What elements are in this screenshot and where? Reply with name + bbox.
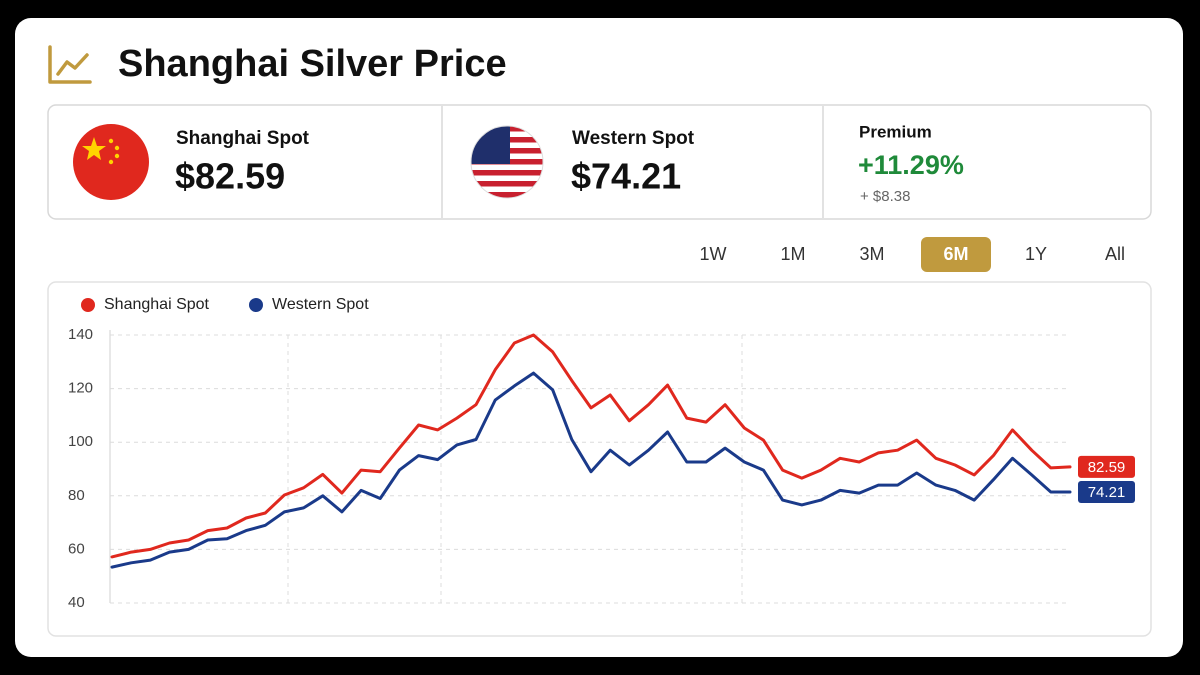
stats-box [47, 104, 1152, 220]
legend-label: Shanghai Spot [104, 296, 210, 313]
end-label: 74.21 [1088, 484, 1126, 501]
title: Shanghai Silver Price [118, 43, 507, 85]
tab[interactable]: 1W [700, 244, 727, 264]
y-tick-label: 140 [68, 326, 93, 343]
premium-value: +11.29% [858, 150, 964, 180]
title-icon [48, 45, 92, 84]
y-tick-label: 120 [68, 380, 93, 397]
stat-label: Premium [859, 122, 932, 141]
tab[interactable]: 1Y [1025, 244, 1047, 264]
tabs: 1W 1M 3M 6M 1Y All [700, 237, 1125, 272]
y-tick-label: 100 [68, 433, 93, 450]
tab[interactable]: 6M [943, 244, 968, 264]
us-flag [471, 126, 543, 198]
stat-value: $74.21 [571, 156, 681, 197]
y-tick-label: 80 [68, 487, 85, 504]
flag-outline [470, 125, 544, 199]
y-tick-label: 60 [68, 540, 85, 557]
series-line [110, 371, 1072, 569]
tab[interactable]: All [1105, 244, 1125, 264]
stat-label: Western Spot [572, 128, 695, 149]
legend-marker [249, 298, 263, 312]
tab[interactable]: 1M [780, 244, 805, 264]
end-label: 82.59 [1088, 459, 1126, 476]
legend-marker [81, 298, 95, 312]
end-badge [1078, 481, 1135, 504]
chart: 40 60 80 100 120 140 Shanghai Spot Western Spot… [68, 296, 1135, 611]
end-badge [1078, 455, 1135, 478]
y-tick-label: 40 [68, 594, 85, 611]
premium-detail: + $8.38 [860, 188, 910, 205]
china-flag [73, 124, 149, 200]
tab[interactable]: 3M [859, 244, 884, 264]
legend-label: Western Spot [272, 296, 369, 313]
series-line [110, 333, 1072, 559]
stat-label: Shanghai Spot [176, 128, 310, 149]
stat-value: $82.59 [175, 156, 285, 197]
chart-panel [47, 281, 1152, 637]
tab-active-bg [921, 237, 991, 272]
